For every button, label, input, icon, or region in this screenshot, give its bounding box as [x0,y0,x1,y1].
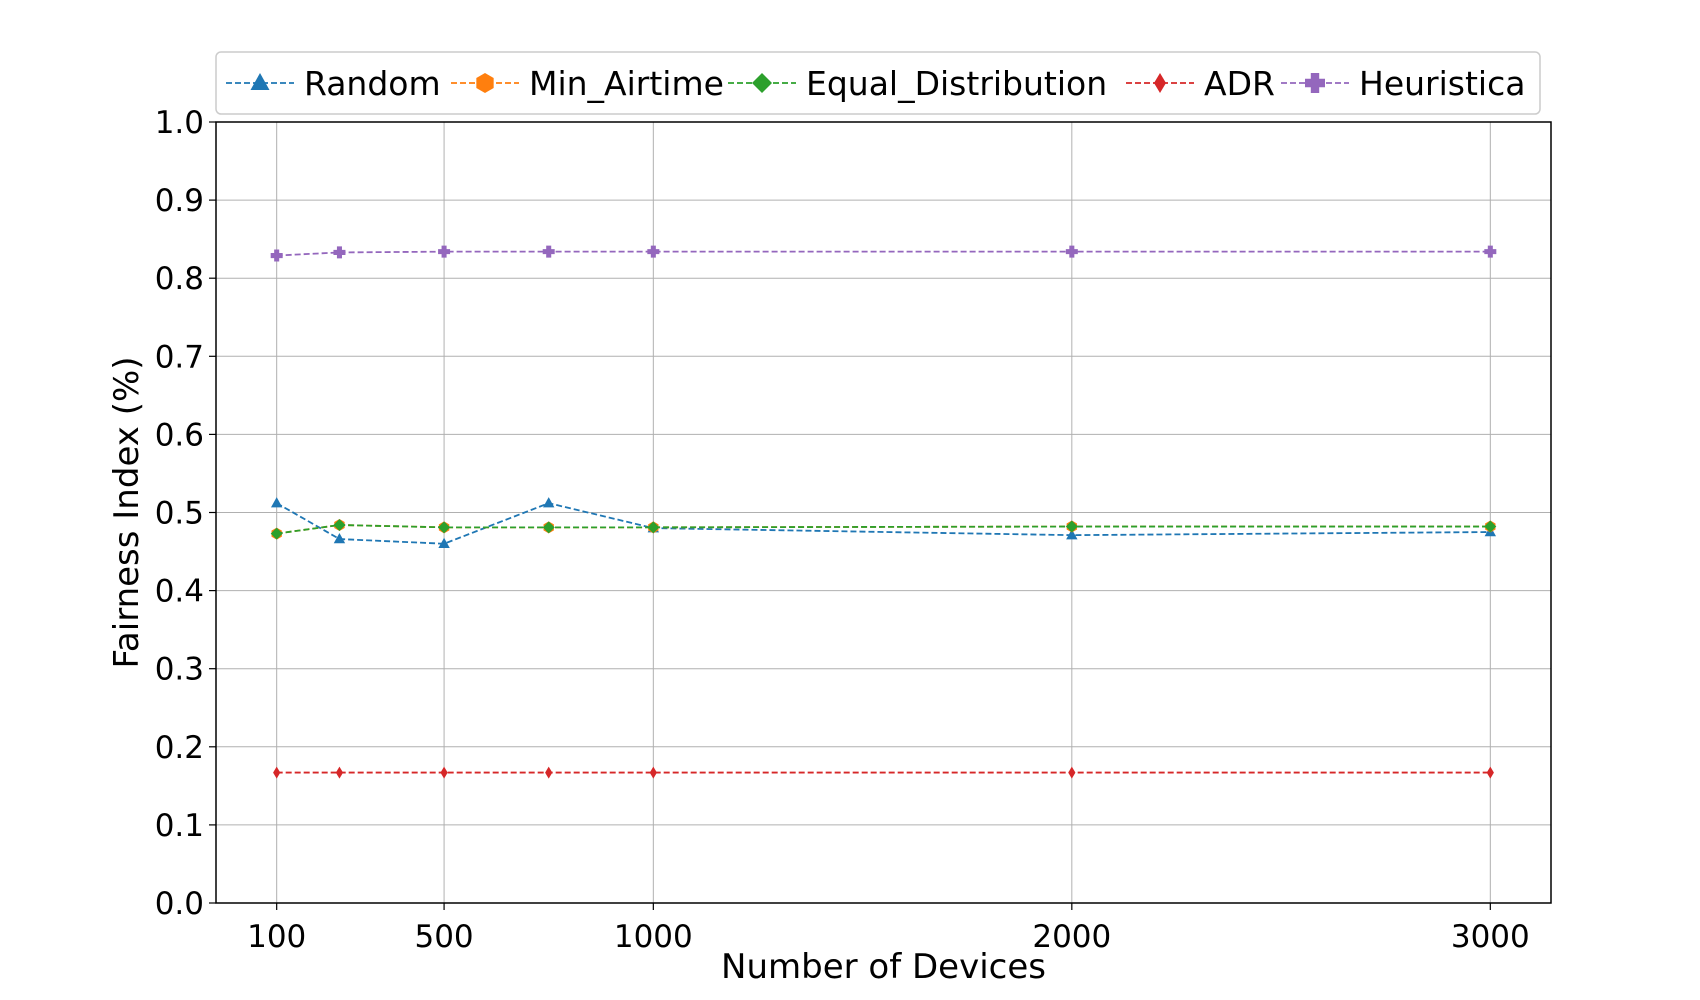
data-point [542,245,555,258]
data-point [1484,245,1497,258]
y-tick-label: 0.3 [155,652,204,688]
legend-item-equal_distribution: Equal_Distribution [728,64,1107,103]
series-group [270,245,1497,779]
legend-label: Min_Airtime [529,64,724,103]
data-point [649,766,657,779]
data-point [333,246,346,259]
legend-marker [752,73,772,93]
data-point [438,537,450,548]
data-point [543,497,555,508]
y-tick-label: 0.8 [155,261,204,297]
legend-box [215,51,1541,115]
legend-marker [1154,73,1166,93]
data-point [333,533,346,544]
y-tick-label: 0.7 [155,339,204,375]
legend-item-random: Random [226,64,441,103]
legend-label: ADR [1204,64,1275,103]
data-point [270,527,283,540]
data-point [438,521,451,534]
y-tick-label: 0.9 [155,183,204,219]
x-axis-title: Number of Devices [721,947,1046,987]
y-tick-label: 0.1 [155,808,204,844]
data-point [270,497,283,508]
legend-item-min_airtime: Min_Airtime [451,64,724,103]
legend-label: Random [304,64,441,103]
x-tick-label: 2000 [1032,919,1111,955]
data-point [1068,766,1076,779]
data-point [647,245,660,258]
data-point [1066,529,1078,540]
data-point [438,245,451,258]
legend-item-heuristica: Heuristica [1281,64,1525,103]
data-point [273,766,281,779]
x-tick-label: 500 [414,919,473,955]
data-point [335,766,344,779]
y-tick-label: 1.0 [155,105,204,141]
data-point [440,766,448,779]
axis-ticks: 100 500 1000 2000 3000 0.0 0.1 0.2 0.3 0.4 0.5 0.6 0… [155,105,1530,955]
y-tick-label: 0.4 [155,574,204,610]
series-adr [273,766,1494,779]
legend-item-adr: ADR [1126,64,1275,103]
x-tick-label: 1000 [614,919,693,955]
data-point [1486,766,1494,779]
series-heuristica [270,245,1497,262]
x-tick-label: 100 [247,919,306,955]
legend-marker [250,73,270,90]
data-point [545,766,553,779]
series-equal_distribution [270,518,1497,540]
data-point [1065,245,1078,258]
legend-marker [1305,73,1325,93]
legend-label: Equal_Distribution [806,64,1107,103]
y-tick-label: 0.6 [155,417,204,453]
x-tick-label: 3000 [1451,919,1530,955]
y-tick-label: 0.5 [155,496,204,532]
legend-marker [476,73,494,93]
y-tick-label: 0.0 [155,886,204,922]
data-point [1484,520,1497,533]
data-point [333,518,346,531]
legend-label: Heuristica [1359,64,1525,103]
data-point [1065,520,1078,533]
legend: Random Min_Airtime Equal_Distribution ADR He… [215,51,1541,115]
y-axis-title: Fairness Index (%) [107,356,147,668]
data-point [542,521,555,534]
y-tick-label: 0.2 [155,730,204,766]
data-point [270,249,283,262]
data-point [647,521,660,534]
